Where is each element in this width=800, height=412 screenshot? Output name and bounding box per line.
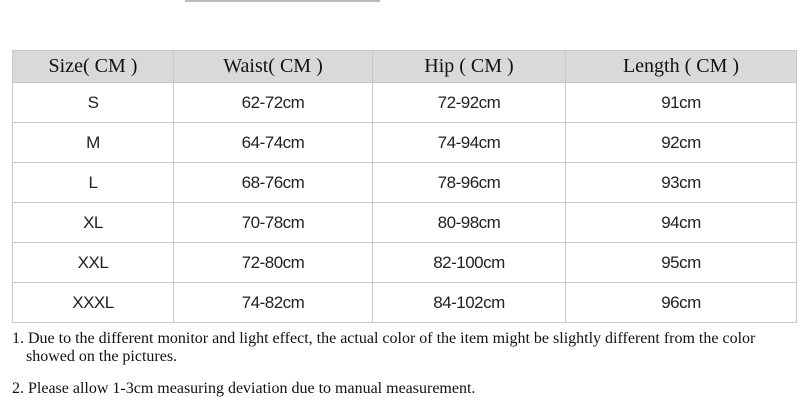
note-color: 1. Due to the different monitor and ligh… [12, 330, 756, 365]
cell-length: 95cm [565, 242, 797, 283]
size-chart-table: Size( CM ) Waist( CM ) Hip ( CM ) Length… [12, 50, 797, 323]
table-row: L 68-76cm 78-96cm 93cm [12, 162, 797, 203]
cell-length: 96cm [565, 282, 797, 323]
cell-hip: 78-96cm [372, 162, 566, 203]
cell-hip: 84-102cm [372, 282, 566, 323]
cell-size: XL [12, 202, 174, 243]
cell-size: M [12, 122, 174, 163]
table-row: S 62-72cm 72-92cm 91cm [12, 82, 797, 123]
cell-waist: 68-76cm [173, 162, 373, 203]
cell-length: 94cm [565, 202, 797, 243]
header-hip: Hip ( CM ) [372, 50, 566, 83]
table-row: XL 70-78cm 80-98cm 94cm [12, 202, 797, 243]
cell-length: 92cm [565, 122, 797, 163]
header-length: Length ( CM ) [565, 50, 797, 83]
header-row: Size( CM ) Waist( CM ) Hip ( CM ) Length… [12, 50, 797, 83]
cell-waist: 64-74cm [173, 122, 373, 163]
cell-hip: 72-92cm [372, 82, 566, 123]
cell-waist: 74-82cm [173, 282, 373, 323]
cell-length: 93cm [565, 162, 797, 203]
table-row: XXXL 74-82cm 84-102cm 96cm [12, 282, 797, 323]
header-size: Size( CM ) [12, 50, 174, 83]
note-measurement: 2. Please allow 1-3cm measuring deviatio… [12, 380, 476, 397]
cell-size: XXXL [12, 282, 174, 323]
cell-hip: 82-100cm [372, 242, 566, 283]
cell-size: L [12, 162, 174, 203]
top-divider [185, 0, 380, 2]
cell-waist: 72-80cm [173, 242, 373, 283]
cell-size: S [12, 82, 174, 123]
table-row: M 64-74cm 74-94cm 92cm [12, 122, 797, 163]
cell-waist: 70-78cm [173, 202, 373, 243]
cell-length: 91cm [565, 82, 797, 123]
cell-hip: 80-98cm [372, 202, 566, 243]
table-row: XXL 72-80cm 82-100cm 95cm [12, 242, 797, 283]
cell-size: XXL [12, 242, 174, 283]
cell-hip: 74-94cm [372, 122, 566, 163]
cell-waist: 62-72cm [173, 82, 373, 123]
notes: 1. Due to the different monitor and ligh… [12, 330, 796, 412]
header-waist: Waist( CM ) [173, 50, 373, 83]
